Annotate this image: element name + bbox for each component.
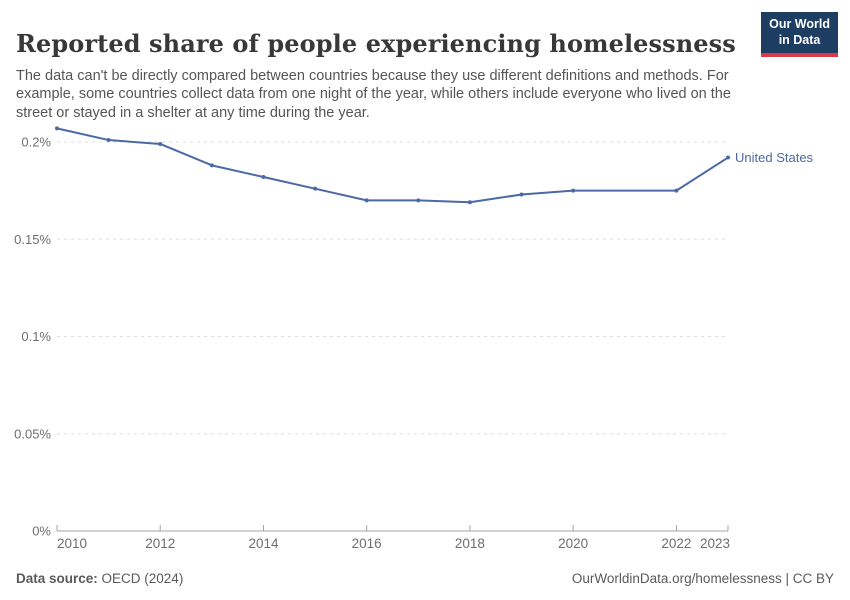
x-tick-label: 2022 [661,536,691,551]
x-tick-label: 2020 [558,536,588,551]
data-source-label: Data source: [16,571,98,586]
attribution: OurWorldinData.org/homelessness | CC BY [571,571,834,586]
data-source-value: OECD (2024) [97,571,184,586]
series-label: United States [735,150,814,165]
x-tick-label: 2010 [57,536,87,551]
data-point [55,126,59,131]
owid-logo-line1: Our World [769,17,830,31]
y-tick-label: 0.15% [14,232,51,247]
data-point [416,198,421,203]
x-tick-label: 2018 [455,536,485,551]
data-source: Data source: OECD (2024) [16,571,183,586]
x-tick-label: 2016 [352,536,382,551]
data-point [158,141,163,146]
y-tick-label: 0.2% [21,135,51,150]
y-tick-label: 0.05% [14,426,51,441]
data-point [209,163,214,168]
data-point [106,138,111,143]
page-title: Reported share of people experiencing ho… [16,29,736,59]
data-point [261,175,266,180]
y-tick-label: 0.1% [21,329,51,344]
x-tick-label: 2014 [248,536,279,551]
data-point [726,155,730,160]
owid-logo-line2: in Data [778,32,821,47]
data-point [519,192,524,197]
chart-subtitle: The data can't be directly compared betw… [16,67,731,122]
data-point [571,188,576,193]
data-line [56,127,729,204]
x-tick-label: 2023 [700,536,730,551]
data-point [674,188,679,193]
x-tick-label: 2012 [145,536,175,551]
data-point [364,198,369,203]
y-tick-label: 0% [32,524,51,539]
owid-logo: Our World in Data [761,12,838,58]
data-point [313,186,318,191]
data-point [467,200,472,205]
